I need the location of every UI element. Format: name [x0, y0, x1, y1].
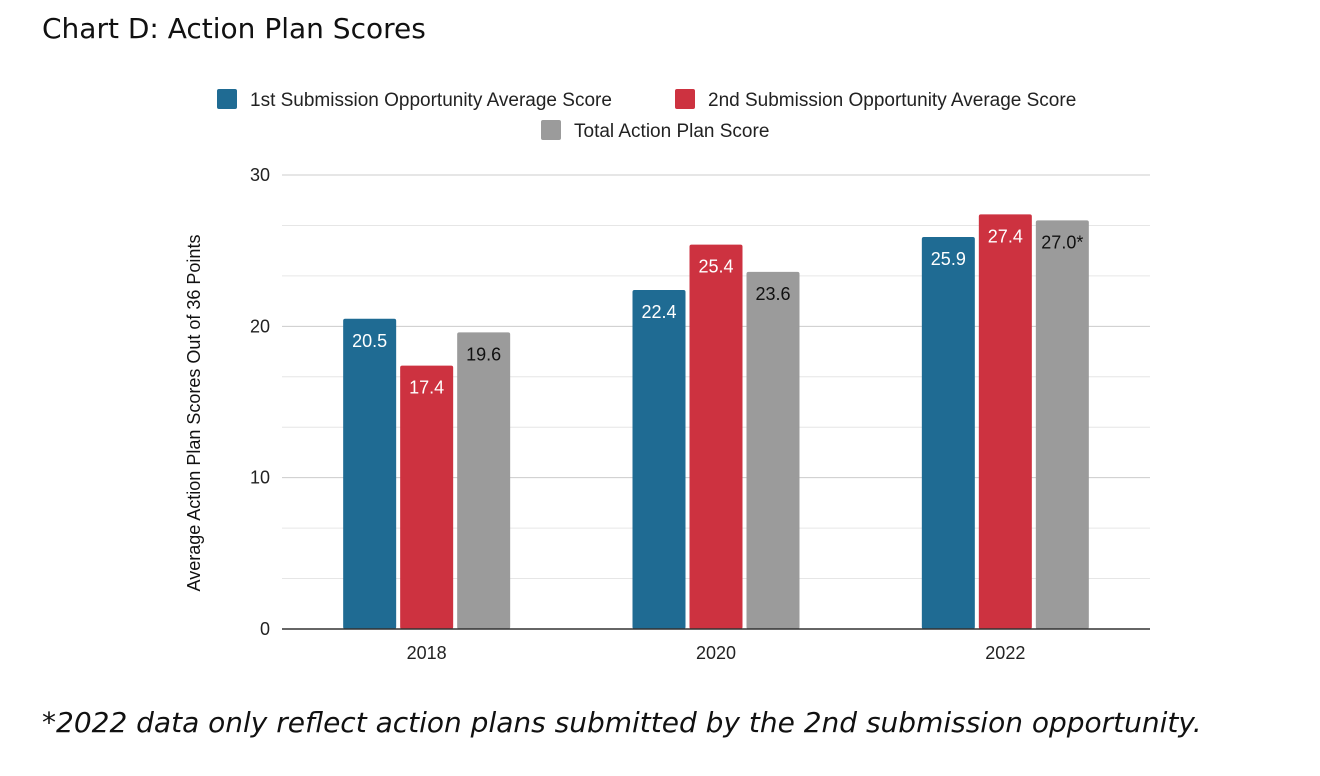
bar [343, 318, 397, 629]
bar-value-label: 25.9 [931, 249, 966, 269]
legend-label: 2nd Submission Opportunity Average Score [708, 90, 1076, 111]
bar [921, 237, 975, 629]
legend-label: 1st Submission Opportunity Average Score [250, 90, 612, 111]
bar-value-label: 25.4 [698, 257, 733, 277]
y-tick-label: 20 [250, 316, 270, 336]
bar [400, 365, 454, 629]
y-tick-label: 30 [250, 165, 270, 185]
x-tick-label: 2018 [407, 643, 447, 663]
bar [978, 214, 1032, 629]
bars: 20.5 17.4 19.6 22.4 25.4 23.6 25.9 27.4 27.0* [343, 214, 1089, 629]
legend-swatch [541, 120, 561, 140]
bar [746, 271, 800, 629]
bar [1035, 220, 1089, 629]
x-tick-label: 2022 [985, 643, 1025, 663]
bar-value-label: 23.6 [755, 284, 790, 304]
y-axis: 0 10 20 30 [250, 165, 270, 639]
y-tick-label: 0 [260, 619, 270, 639]
bar [457, 332, 511, 629]
bar-value-label: 20.5 [352, 331, 387, 351]
bar-chart: 1st Submission Opportunity Average Score… [184, 89, 1150, 663]
bar-value-label: 27.0* [1041, 232, 1083, 252]
legend-swatch [217, 89, 237, 109]
bar [689, 244, 743, 629]
y-tick-label: 10 [250, 468, 270, 488]
x-axis: 2018 2020 2022 [282, 628, 1150, 663]
x-tick-label: 2020 [696, 643, 736, 663]
bar-value-label: 19.6 [466, 344, 501, 364]
bar-value-label: 27.4 [988, 226, 1023, 246]
legend: 1st Submission Opportunity Average Score… [217, 89, 1076, 142]
bar [632, 290, 686, 629]
legend-label: Total Action Plan Score [574, 121, 769, 142]
legend-swatch [675, 89, 695, 109]
bar-value-label: 17.4 [409, 378, 444, 398]
footnote: *2022 data only reflect action plans sub… [42, 706, 1202, 739]
chart-title: Chart D: Action Plan Scores [42, 12, 426, 45]
y-axis-label: Average Action Plan Scores Out of 36 Poi… [184, 235, 204, 592]
bar-value-label: 22.4 [641, 302, 676, 322]
